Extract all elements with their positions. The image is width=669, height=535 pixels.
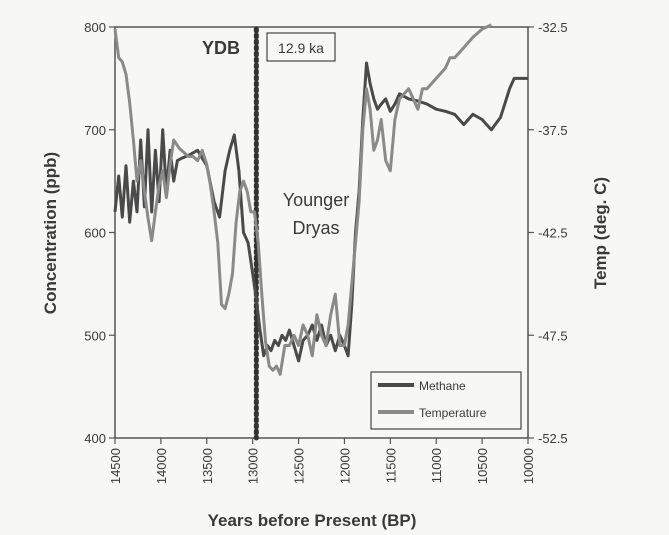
y2-axis-title: Temp (deg. C) [591, 177, 610, 289]
series-line-temperature [113, 23, 492, 376]
y2-tick-label: -32.5 [538, 20, 568, 35]
y2-tick-label: -42.5 [538, 226, 568, 241]
x-tick-label: 14000 [154, 448, 169, 484]
y2-tick-label: -52.5 [538, 431, 568, 446]
series-group [113, 23, 528, 376]
date-box [266, 32, 336, 62]
y-tick-label: 700 [84, 123, 106, 138]
y-tick-label: 400 [84, 431, 106, 446]
legend: Methane Temperature [370, 371, 522, 430]
ydb-label: YDB [202, 38, 240, 58]
x-tick-label: 13000 [246, 448, 261, 484]
x-tick-label: 13500 [200, 448, 215, 484]
ticks-group: 400 500 600 700 800 -52.5 -47.5 -42.5 -37.5 -32.5… [84, 20, 567, 484]
x-tick-label: 11000 [429, 448, 444, 483]
y-tick-label: 800 [84, 20, 106, 35]
y2-tick-label: -47.5 [538, 328, 568, 343]
x-tick-label: 14500 [108, 448, 123, 484]
period-label-line1: Younger [283, 190, 349, 210]
y-axis-title: Concentration (ppb) [41, 152, 60, 314]
y-tick-label: 600 [84, 226, 106, 241]
series-line-methane [113, 61, 528, 363]
x-tick-label: 10000 [521, 448, 536, 484]
period-label-line2: Dryas [292, 218, 339, 238]
legend-label-methane: Methane [419, 379, 466, 393]
x-tick-label: 12500 [292, 448, 307, 484]
x-tick-label: 12000 [337, 448, 352, 484]
x-tick-label: 11500 [383, 448, 398, 483]
legend-label-temperature: Temperature [419, 406, 487, 420]
y-tick-label: 500 [84, 328, 106, 343]
x-axis-title: Years before Present (BP) [208, 511, 417, 530]
y2-tick-label: -37.5 [538, 123, 568, 138]
legend-box [370, 371, 522, 430]
x-tick-label: 10500 [475, 448, 490, 484]
date-box-label: 12.9 ka [278, 40, 324, 56]
